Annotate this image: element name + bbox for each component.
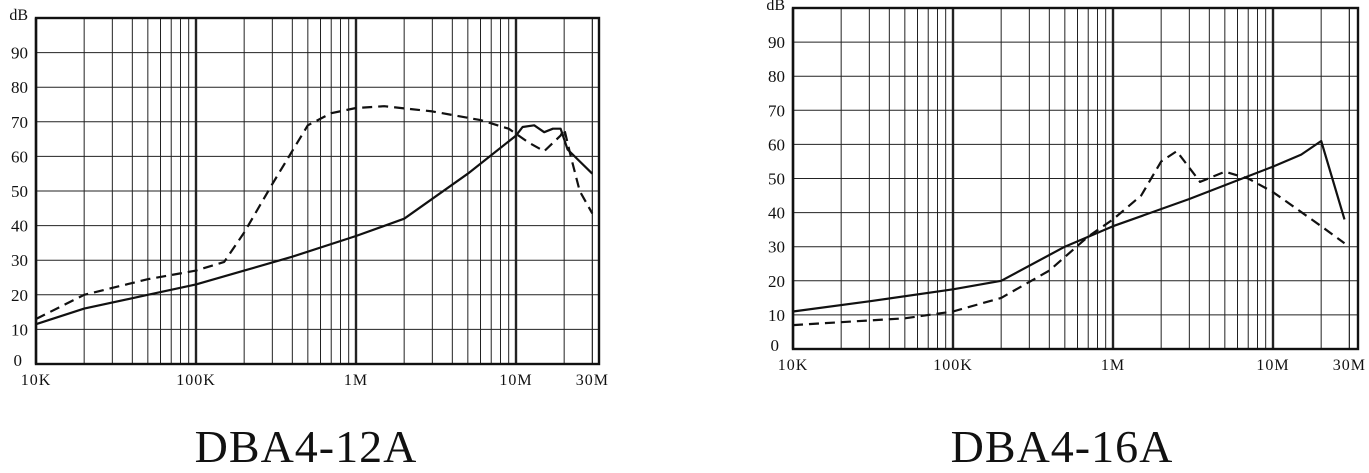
chart-title-dba4-12a: DBA4-12A [194,421,418,472]
series-line-dashed [35,105,594,320]
chart-1: 0 10 20 30 40 50 60 70 80 90 dB 10K 100K 1M 10M 30M [766,0,1366,374]
y-tick-label: 50 [11,182,28,201]
x-tick-label: 10K [778,357,809,374]
y-tick-label: 60 [11,147,28,166]
series-line-solid [35,124,594,326]
x-tick-label: 10K [21,372,52,389]
series-line-solid [792,139,1346,313]
y-axis-label: dB [766,0,785,14]
plot-frame [34,16,601,366]
y-tick-label: 80 [768,67,785,86]
y-tick-label: 70 [768,101,785,120]
y-tick-label: 90 [11,44,28,63]
x-tick-label: 30M [576,372,609,389]
y-tick-label: 70 [11,113,28,132]
x-tick-label: 1M [344,372,368,389]
y-tick-label: 20 [768,272,785,291]
y-tick-label: 10 [11,320,28,339]
x-tick-label: 10M [499,372,532,389]
chart-0: 0 10 20 30 40 50 60 70 80 90 dB 10K 100K 1M 10M 30M [9,7,609,389]
y-tick-label: 30 [768,238,785,257]
y-tick-label: 10 [768,306,785,325]
chart-title-dba4-16a: DBA4-16A [950,421,1174,472]
plot-frame [791,6,1360,351]
y-tick-label: 40 [768,204,785,223]
y-axis-label: dB [9,7,28,24]
y-tick-label: 0 [771,336,780,355]
x-tick-label: 1M [1101,357,1125,374]
y-tick-label: 80 [11,78,28,97]
x-tick-label: 100K [933,357,973,374]
series-line-dashed [792,150,1346,327]
y-tick-label: 90 [768,33,785,52]
y-tick-label: 60 [768,135,785,154]
x-tick-label: 10M [1256,357,1289,374]
y-tick-label: 50 [768,170,785,189]
x-tick-label: 30M [1333,357,1366,374]
y-tick-label: 0 [14,351,23,370]
y-tick-label: 20 [11,286,28,305]
y-tick-label: 30 [11,251,28,270]
y-tick-label: 40 [11,217,28,236]
x-tick-label: 100K [176,372,216,389]
